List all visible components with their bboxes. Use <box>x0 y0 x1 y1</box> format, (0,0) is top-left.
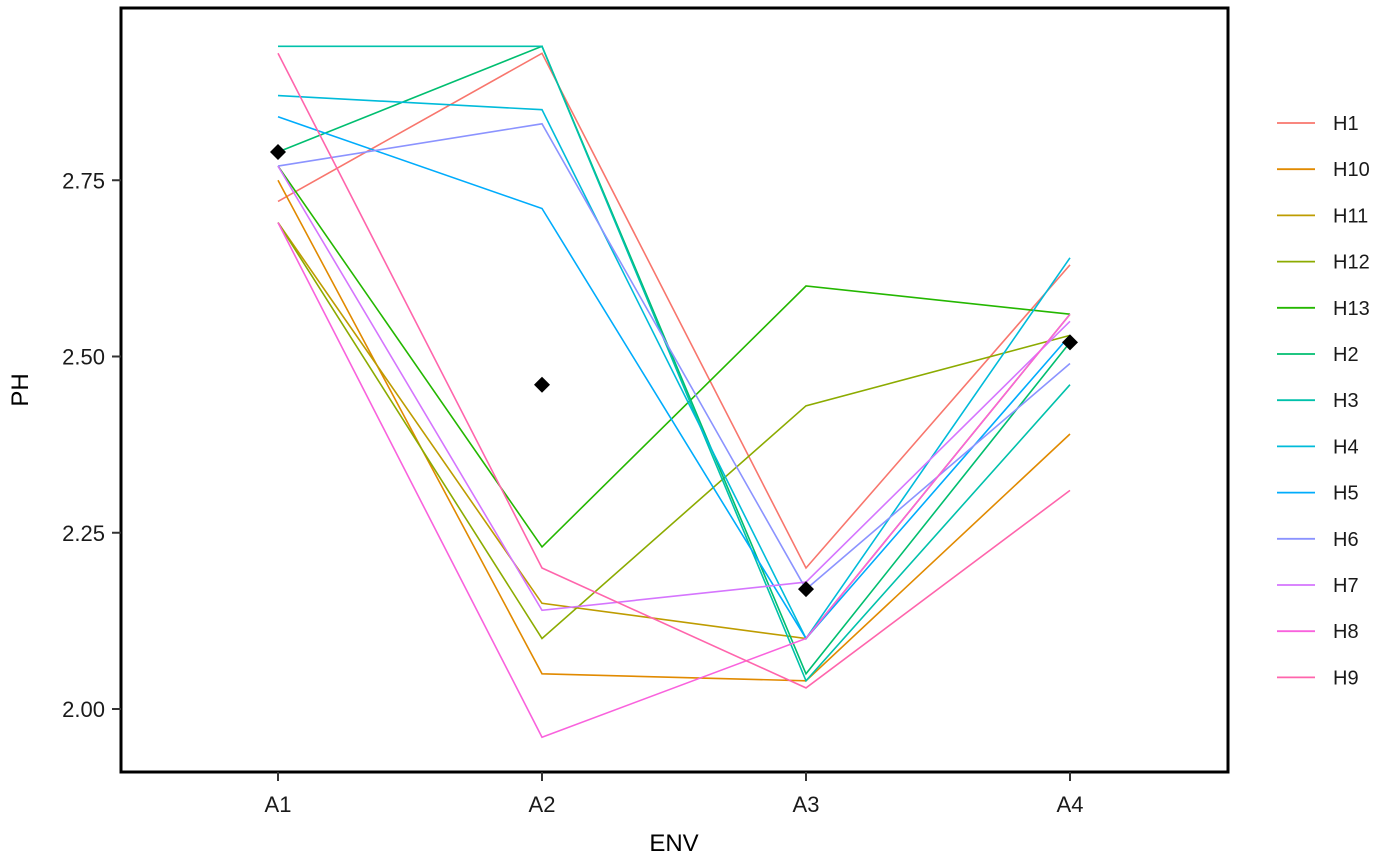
series-line-h5 <box>277 116 1071 640</box>
legend-label-h2: H2 <box>1333 344 1359 366</box>
series-lines <box>277 45 1071 739</box>
series-line-h1 <box>277 52 1071 570</box>
series-line-h6 <box>277 122 1071 591</box>
y-tick-label-2: 2.50 <box>62 345 105 370</box>
x-tick-label-a1: A1 <box>265 792 292 817</box>
x-axis-title: ENV <box>649 830 698 857</box>
legend-label-h6: H6 <box>1333 529 1359 551</box>
series-line-h10 <box>277 179 1071 682</box>
legend-label-h5: H5 <box>1333 483 1359 505</box>
legend: H1 H10 H11 H12 H13 H2 H3 H4 H5 H6 H7 H8 H9 <box>1277 113 1370 689</box>
y-tick-label-1: 2.25 <box>62 521 105 546</box>
series-line-h2 <box>277 45 1071 676</box>
series-line-h9 <box>277 52 1071 689</box>
series-line-h13 <box>277 165 1071 549</box>
plot-panel-border <box>119 6 1230 774</box>
x-tick-label-a4: A4 <box>1057 792 1084 817</box>
series-line-h12 <box>277 222 1071 640</box>
y-axis-title: PH <box>7 373 34 406</box>
x-tick-label-a2: A2 <box>529 792 556 817</box>
y-tick-label-3: 2.75 <box>62 168 105 193</box>
series-line-h3 <box>278 45 1071 683</box>
legend-label-h11: H11 <box>1333 205 1368 227</box>
x-tick-label-a3: A3 <box>793 792 820 817</box>
legend-label-h10: H10 <box>1333 159 1370 181</box>
mean-point-a4 <box>1062 334 1078 351</box>
series-line-h4 <box>277 94 1071 641</box>
legend-label-h3: H3 <box>1333 390 1359 412</box>
mean-point-a1 <box>270 144 286 161</box>
series-line-h8 <box>277 222 1071 739</box>
legend-label-h7: H7 <box>1333 575 1359 597</box>
series-line-h7 <box>277 165 1071 612</box>
y-tick-label-0: 2.00 <box>62 697 105 722</box>
legend-label-h4: H4 <box>1333 436 1359 458</box>
legend-label-h12: H12 <box>1333 252 1370 274</box>
mean-markers <box>270 144 1078 598</box>
y-axis: 2.00 2.25 2.50 2.75 <box>62 168 121 722</box>
mean-point-a3 <box>798 581 814 598</box>
x-axis: A1 A2 A3 A4 <box>265 772 1084 817</box>
legend-label-h1: H1 <box>1333 113 1359 135</box>
legend-label-h8: H8 <box>1333 621 1359 643</box>
mean-point-a2 <box>534 376 550 393</box>
legend-label-h13: H13 <box>1333 298 1370 320</box>
legend-label-h9: H9 <box>1333 667 1359 689</box>
